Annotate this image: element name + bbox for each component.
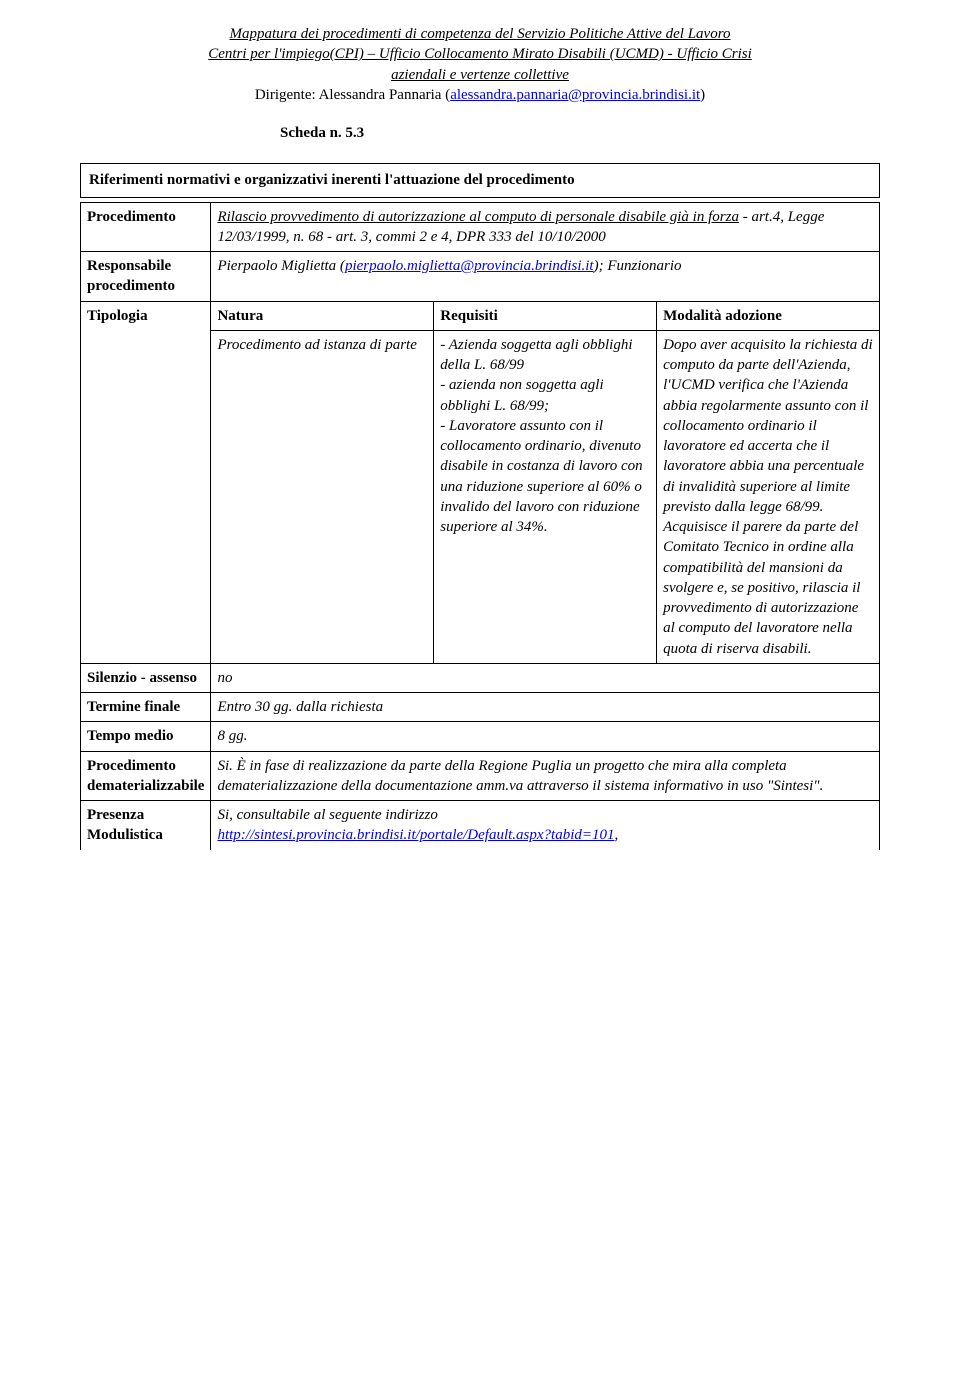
label-termine: Termine finale [81,693,211,722]
col-requisiti: Requisiti [434,301,657,330]
row-silenzio: Silenzio - assenso no [81,663,880,692]
label-silenzio: Silenzio - assenso [81,663,211,692]
value-modulistica: Si, consultabile al seguente indirizzo h… [211,801,880,850]
scheda-number: Scheda n. 5.3 [280,123,880,143]
row-responsabile: Responsabile procedimento Pierpaolo Migl… [81,252,880,302]
value-responsabile: Pierpaolo Miglietta (pierpaolo.miglietta… [211,252,880,302]
modulistica-link[interactable]: http://sintesi.provincia.brindisi.it/por… [217,827,614,843]
label-procedimento: Procedimento [81,202,211,252]
section-title: Riferimenti normativi e organizzativi in… [80,163,880,197]
value-procedimento: Rilascio provvedimento di autorizzazione… [211,202,880,252]
row-modulistica: Presenza Modulistica Si, consultabile al… [81,801,880,850]
value-silenzio: no [211,663,880,692]
label-responsabile: Responsabile procedimento [81,252,211,302]
cell-modalita: Dopo aver acquisito la richiesta di comp… [657,330,880,663]
cell-requisiti: - Azienda soggetta agli obblighi della L… [434,330,657,663]
modulistica-text: Si, consultabile al seguente indirizzo [217,807,437,823]
label-demat: Procedimento dematerializzabile [81,751,211,801]
value-tempo: 8 gg. [211,722,880,751]
row-termine: Termine finale Entro 30 gg. dalla richie… [81,693,880,722]
label-modulistica: Presenza Modulistica [81,801,211,850]
label-tempo: Tempo medio [81,722,211,751]
value-termine: Entro 30 gg. dalla richiesta [211,693,880,722]
procedure-table: Procedimento Rilascio provvedimento di a… [80,202,880,850]
row-demat: Procedimento dematerializzabile Si. È in… [81,751,880,801]
cell-natura: Procedimento ad istanza di parte [211,330,434,663]
row-procedimento: Procedimento Rilascio provvedimento di a… [81,202,880,252]
document-header: Mappatura dei procedimenti di competenza… [80,24,880,105]
dirigente-prefix: Dirigente: Alessandra Pannaria ( [255,87,450,103]
responsabile-mid: ); Funzionario [594,258,682,274]
header-line-4: Dirigente: Alessandra Pannaria (alessand… [80,85,880,105]
row-tempo: Tempo medio 8 gg. [81,722,880,751]
col-modalita: Modalità adozione [657,301,880,330]
col-natura: Natura [211,301,434,330]
dirigente-email-link[interactable]: alessandra.pannaria@provincia.brindisi.i… [450,87,700,103]
responsabile-email-link[interactable]: pierpaolo.miglietta@provincia.brindisi.i… [345,258,594,274]
header-line-2: Centri per l'impiego(CPI) – Ufficio Coll… [80,44,880,64]
value-demat: Si. È in fase di realizzazione da parte … [211,751,880,801]
header-line-3: aziendali e vertenze collettive [80,65,880,85]
row-tipologia-header: Tipologia Natura Requisiti Modalità adoz… [81,301,880,330]
label-tipologia: Tipologia [81,301,211,663]
header-line-1: Mappatura dei procedimenti di competenza… [80,24,880,44]
procedimento-underline: Rilascio provvedimento di autorizzazione… [217,209,739,225]
modulistica-trail: , [615,827,619,843]
responsabile-prefix: Pierpaolo Miglietta ( [217,258,344,274]
dirigente-suffix: ) [700,87,705,103]
